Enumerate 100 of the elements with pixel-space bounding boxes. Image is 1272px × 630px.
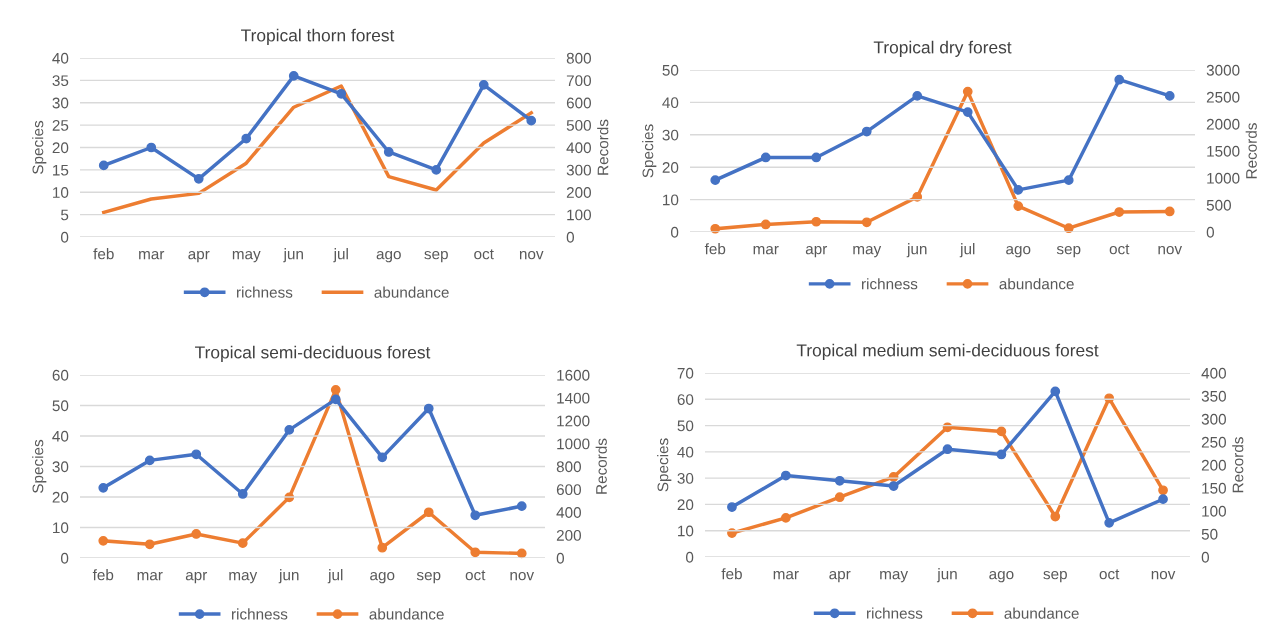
point <box>144 455 155 466</box>
point <box>780 513 791 523</box>
point <box>288 71 299 81</box>
x-tick-label: nov <box>1151 570 1176 580</box>
y-tick-label: 10 <box>663 194 679 206</box>
x-tick-label: jun <box>906 243 927 258</box>
x-tick-label: jul <box>327 569 343 584</box>
x-tick-label: jun <box>936 568 957 583</box>
x-tick-label: ago <box>370 571 395 584</box>
y2-tick-label: 0 <box>1206 226 1215 238</box>
x-tick-label: oct <box>1099 569 1120 580</box>
x-tick-label: feb <box>721 568 742 580</box>
point <box>377 452 388 463</box>
y2-tick-label: 100 <box>567 209 591 221</box>
point <box>780 470 791 481</box>
line-series <box>102 84 533 215</box>
x-tick-label: ago <box>376 250 401 263</box>
y2-tick-label: 350 <box>1201 390 1226 402</box>
point <box>330 394 341 405</box>
x-tick-label: apr <box>185 571 208 584</box>
x-tick-label: ago <box>1006 245 1031 258</box>
y-axis-title: Species <box>32 439 47 493</box>
point <box>470 547 481 558</box>
x-tick-label: oct <box>1109 244 1130 255</box>
y2-tick-label: 1500 <box>1207 145 1240 157</box>
y-tick-label: 40 <box>52 430 69 442</box>
point <box>336 88 347 99</box>
y-tick-label: 50 <box>52 400 69 412</box>
point <box>98 482 109 493</box>
x-tick-label: sep <box>424 250 448 263</box>
y-tick-label: 15 <box>53 164 69 176</box>
point <box>996 449 1007 460</box>
y2-tick-label: 300 <box>1201 413 1226 425</box>
x-tick-label: nov <box>510 571 535 581</box>
y2-tick-label: 500 <box>1206 199 1231 211</box>
point <box>710 175 721 186</box>
x-tick-label: may <box>853 245 882 258</box>
y-tick-label: 30 <box>662 129 679 141</box>
legend-label: abundance <box>1004 607 1079 619</box>
y2-axis-title: Records <box>1245 123 1257 179</box>
y2-tick-label: 800 <box>566 52 591 64</box>
point <box>423 507 434 518</box>
x-tick-label: jun <box>283 248 303 263</box>
y-tick-label: 35 <box>52 75 69 87</box>
x-tick-label: nov <box>519 250 544 260</box>
y-axis-title: Species <box>657 438 672 492</box>
point <box>1114 74 1125 85</box>
point <box>912 192 923 202</box>
point <box>996 426 1007 437</box>
y2-axis-title: Records <box>595 438 607 494</box>
point <box>834 492 845 503</box>
y2-tick-label: 800 <box>556 461 581 473</box>
point <box>193 173 204 184</box>
y2-tick-label: 1000 <box>557 438 590 450</box>
y2-tick-label: 0 <box>556 552 565 564</box>
x-tick-label: may <box>880 570 909 583</box>
point <box>962 107 973 117</box>
y2-tick-label: 200 <box>556 529 581 541</box>
point <box>383 147 394 157</box>
point <box>760 152 771 163</box>
y-axis-title: Species <box>642 124 657 178</box>
point <box>942 444 953 455</box>
x-tick-label: sep <box>1043 570 1067 583</box>
y2-tick-label: 100 <box>1202 505 1226 517</box>
y-tick-label: 60 <box>677 394 694 405</box>
point <box>861 217 872 228</box>
x-tick-label: mar <box>773 570 799 580</box>
x-tick-label: apr <box>805 245 828 258</box>
point <box>727 502 737 512</box>
x-tick-label: sep <box>416 571 441 584</box>
point <box>1013 185 1024 195</box>
y-tick-label: 30 <box>52 461 69 473</box>
point <box>962 86 973 97</box>
x-tick-label: apr <box>829 570 851 583</box>
y2-tick-label: 400 <box>556 507 581 518</box>
y2-tick-label: 600 <box>556 484 581 496</box>
x-tick-label: apr <box>188 250 210 263</box>
point <box>144 539 155 550</box>
point <box>1063 175 1074 186</box>
y-tick-label: 70 <box>677 367 694 379</box>
y2-tick-label: 0 <box>1201 551 1210 563</box>
point <box>516 501 527 512</box>
point <box>1114 207 1125 217</box>
point <box>811 152 822 163</box>
x-tick-label: feb <box>704 243 726 255</box>
y-tick-label: 20 <box>662 162 679 173</box>
x-tick-label: mar <box>137 571 163 581</box>
chart-title: Tropical medium semi-deciduous forest <box>796 343 1099 360</box>
point <box>98 535 109 546</box>
point <box>478 79 489 90</box>
y-tick-label: 40 <box>52 52 69 64</box>
point <box>377 542 388 553</box>
y2-tick-label: 2500 <box>1206 91 1240 103</box>
x-tick-label: oct <box>474 249 494 260</box>
legend-label: richness <box>861 278 918 290</box>
point <box>834 475 845 486</box>
point <box>191 449 202 460</box>
point <box>284 425 295 435</box>
point <box>1050 511 1061 522</box>
y2-tick-label: 400 <box>566 142 591 154</box>
